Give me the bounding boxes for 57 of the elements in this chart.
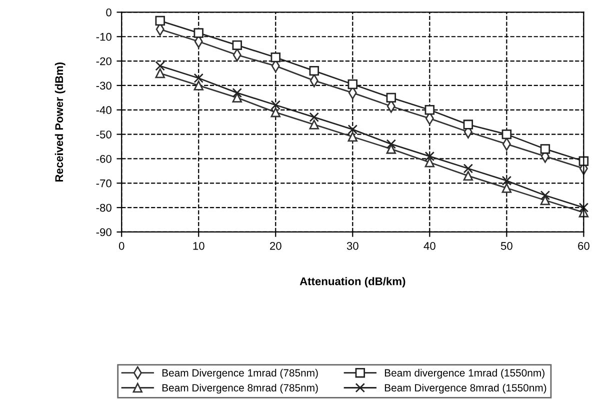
x-tick-label: 40: [424, 242, 436, 250]
point: [502, 176, 512, 186]
y-tick-label: 0: [106, 8, 112, 16]
x-tick-label: 20: [270, 242, 282, 250]
legend-label: Beam Divergence 8mrad (785nm): [162, 384, 318, 394]
y-tick-label: -60: [96, 154, 112, 163]
point: [424, 105, 435, 115]
point: [232, 40, 242, 50]
point: [578, 202, 589, 212]
point: [232, 88, 242, 98]
point: [194, 80, 204, 90]
point: [424, 151, 435, 162]
point: [540, 144, 550, 154]
point: [502, 183, 512, 193]
y-tick-label: -90: [96, 228, 112, 236]
y-tick-label: -70: [96, 179, 112, 188]
y-tick-label: -80: [96, 204, 112, 212]
point: [309, 66, 319, 76]
point: [386, 139, 396, 149]
point: [386, 92, 396, 103]
point: [424, 158, 435, 168]
point: [194, 28, 204, 38]
point: [540, 195, 550, 206]
legend-label: Beam divergence 1mrad (1550nm): [384, 368, 544, 379]
y-tick-label: -10: [96, 32, 112, 41]
x-tick-label: 10: [193, 242, 204, 250]
y-tick-label: -20: [96, 57, 112, 66]
x-tick-label: 30: [346, 242, 358, 250]
point: [270, 107, 280, 118]
point: [309, 112, 319, 122]
point: [194, 73, 204, 84]
legend-label: Beam Divergence 8mrad (1550nm): [384, 384, 546, 394]
point: [270, 52, 280, 62]
point: [502, 129, 512, 140]
point: [309, 120, 319, 130]
point: [270, 100, 280, 110]
point: [463, 120, 474, 130]
point: [348, 79, 358, 90]
x-tick-label: 50: [500, 242, 512, 250]
point: [386, 144, 396, 154]
point: [348, 132, 358, 142]
x-tick-label: 60: [578, 242, 590, 250]
legend-label: Beam Divergence 1mrad (785nm): [162, 368, 318, 379]
point: [463, 164, 474, 174]
point: [155, 68, 165, 78]
point: [155, 61, 165, 71]
y-tick-label: -40: [96, 106, 112, 114]
x-axis-title: Attenuation (dB/km): [300, 277, 406, 288]
point: [463, 170, 474, 181]
y-tick-label: -30: [96, 82, 112, 90]
point: [155, 16, 165, 26]
x-tick-label: 0: [118, 242, 124, 250]
point: [348, 124, 358, 134]
y-axis-title: Received Power (dBm): [54, 62, 66, 182]
point: [540, 190, 550, 200]
y-tick-label: -50: [96, 130, 112, 138]
point: [232, 92, 242, 103]
